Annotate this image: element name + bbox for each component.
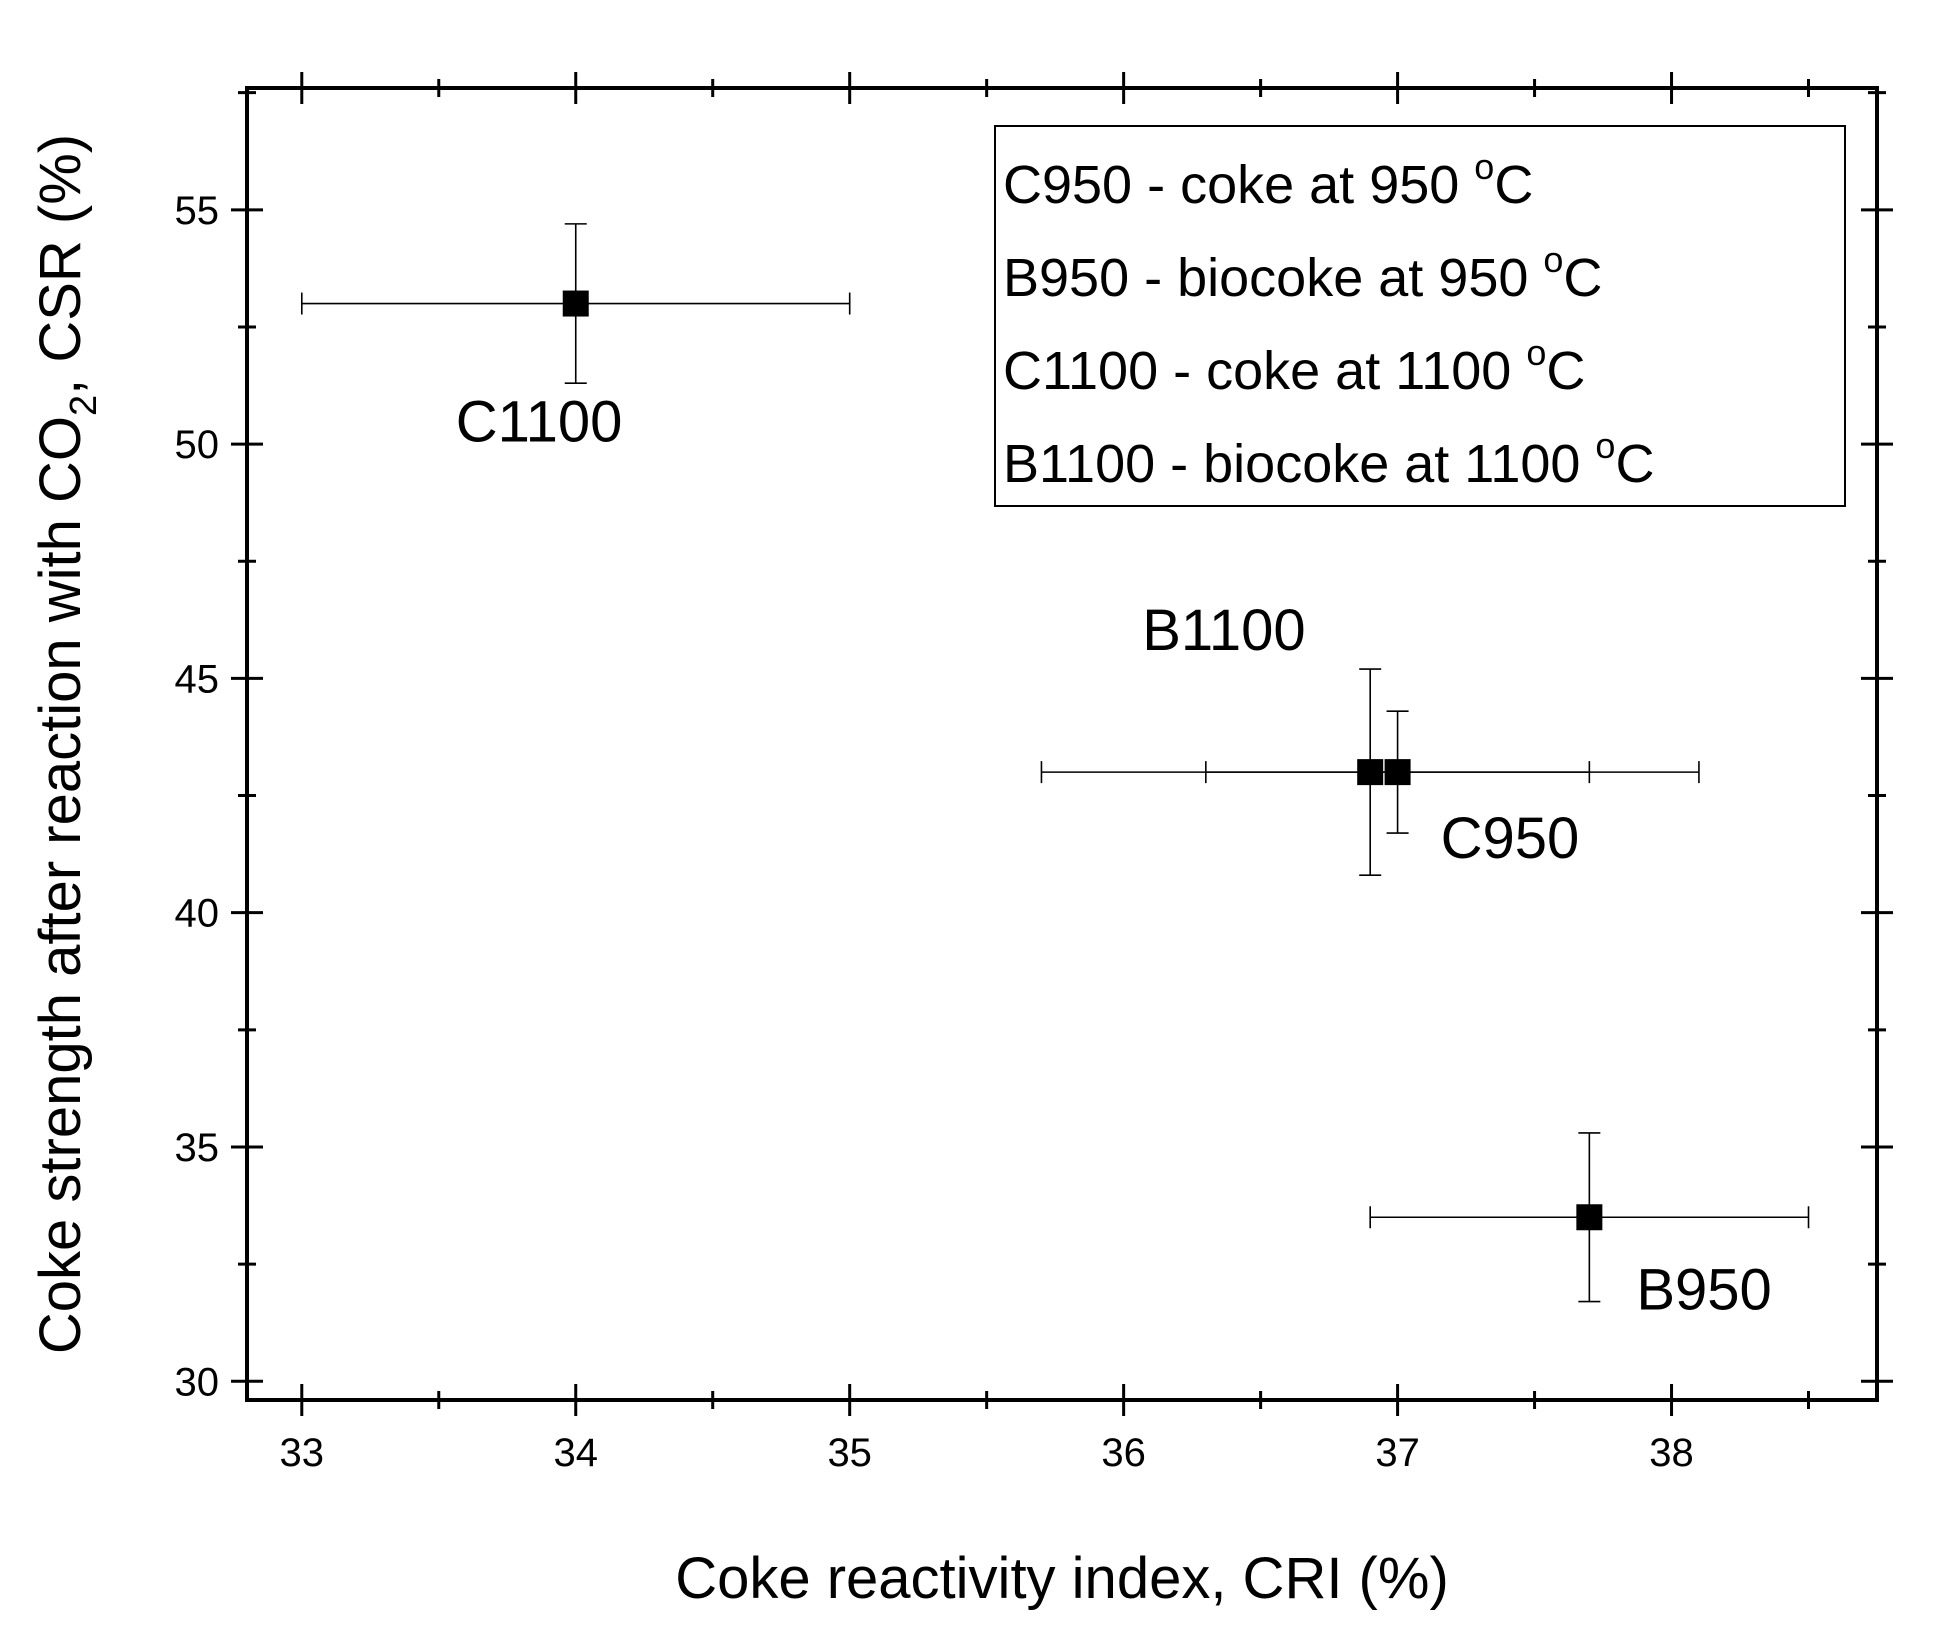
- point-label-c1100: C1100: [456, 390, 623, 455]
- point-labels-layer: C1100 B1100 C950 B950: [456, 390, 1772, 1323]
- y-tick-label: 45: [175, 657, 220, 701]
- legend-entry-c950: C950 - coke at 950 oC: [1003, 146, 1533, 215]
- point-label-b950: B950: [1636, 1257, 1771, 1322]
- legend-box: [994, 125, 1846, 507]
- y-tick-label: 35: [175, 1126, 220, 1170]
- marker-b1100: [1357, 759, 1384, 786]
- x-tick-label: 34: [553, 1431, 598, 1475]
- y-tick-label: 50: [175, 423, 220, 467]
- marker-b950: [1576, 1204, 1603, 1231]
- x-tick-label: 38: [1649, 1431, 1694, 1475]
- x-tick-label: 35: [827, 1431, 872, 1475]
- x-tick-label: 33: [280, 1431, 325, 1475]
- point-label-c950: C950: [1441, 806, 1580, 871]
- ticks-layer: 33 34 35 36 37 38 30 35 40 45 50 55: [175, 72, 1893, 1475]
- y-tick-label: 55: [175, 189, 220, 233]
- legend-entries: C950 - coke at 950 oC B950 - biocoke at 9…: [1003, 146, 1654, 494]
- y-tick-label: 40: [175, 892, 220, 936]
- x-axis-title: Coke reactivity index, CRI (%): [675, 1546, 1449, 1611]
- legend-entry-b1100: B1100 - biocoke at 1100 oC: [1003, 425, 1654, 494]
- legend-entry-c1100: C1100 - coke at 1100 oC: [1003, 332, 1585, 401]
- y-axis-title: Coke strength after reaction with CO2, C…: [28, 134, 105, 1354]
- y-tick-label: 30: [175, 1360, 220, 1404]
- marker-c950: [1384, 759, 1411, 786]
- x-tick-label: 37: [1375, 1431, 1420, 1475]
- plot-frame: [245, 86, 1879, 1402]
- markers-layer: [562, 290, 1603, 1231]
- marker-c1100: [562, 290, 589, 317]
- x-tick-label: 36: [1101, 1431, 1146, 1475]
- point-label-b1100: B1100: [1142, 598, 1305, 663]
- legend-entry-b950: B950 - biocoke at 950 oC: [1003, 239, 1602, 308]
- legend: C950 - coke at 950 oC B950 - biocoke at 9…: [994, 125, 1846, 507]
